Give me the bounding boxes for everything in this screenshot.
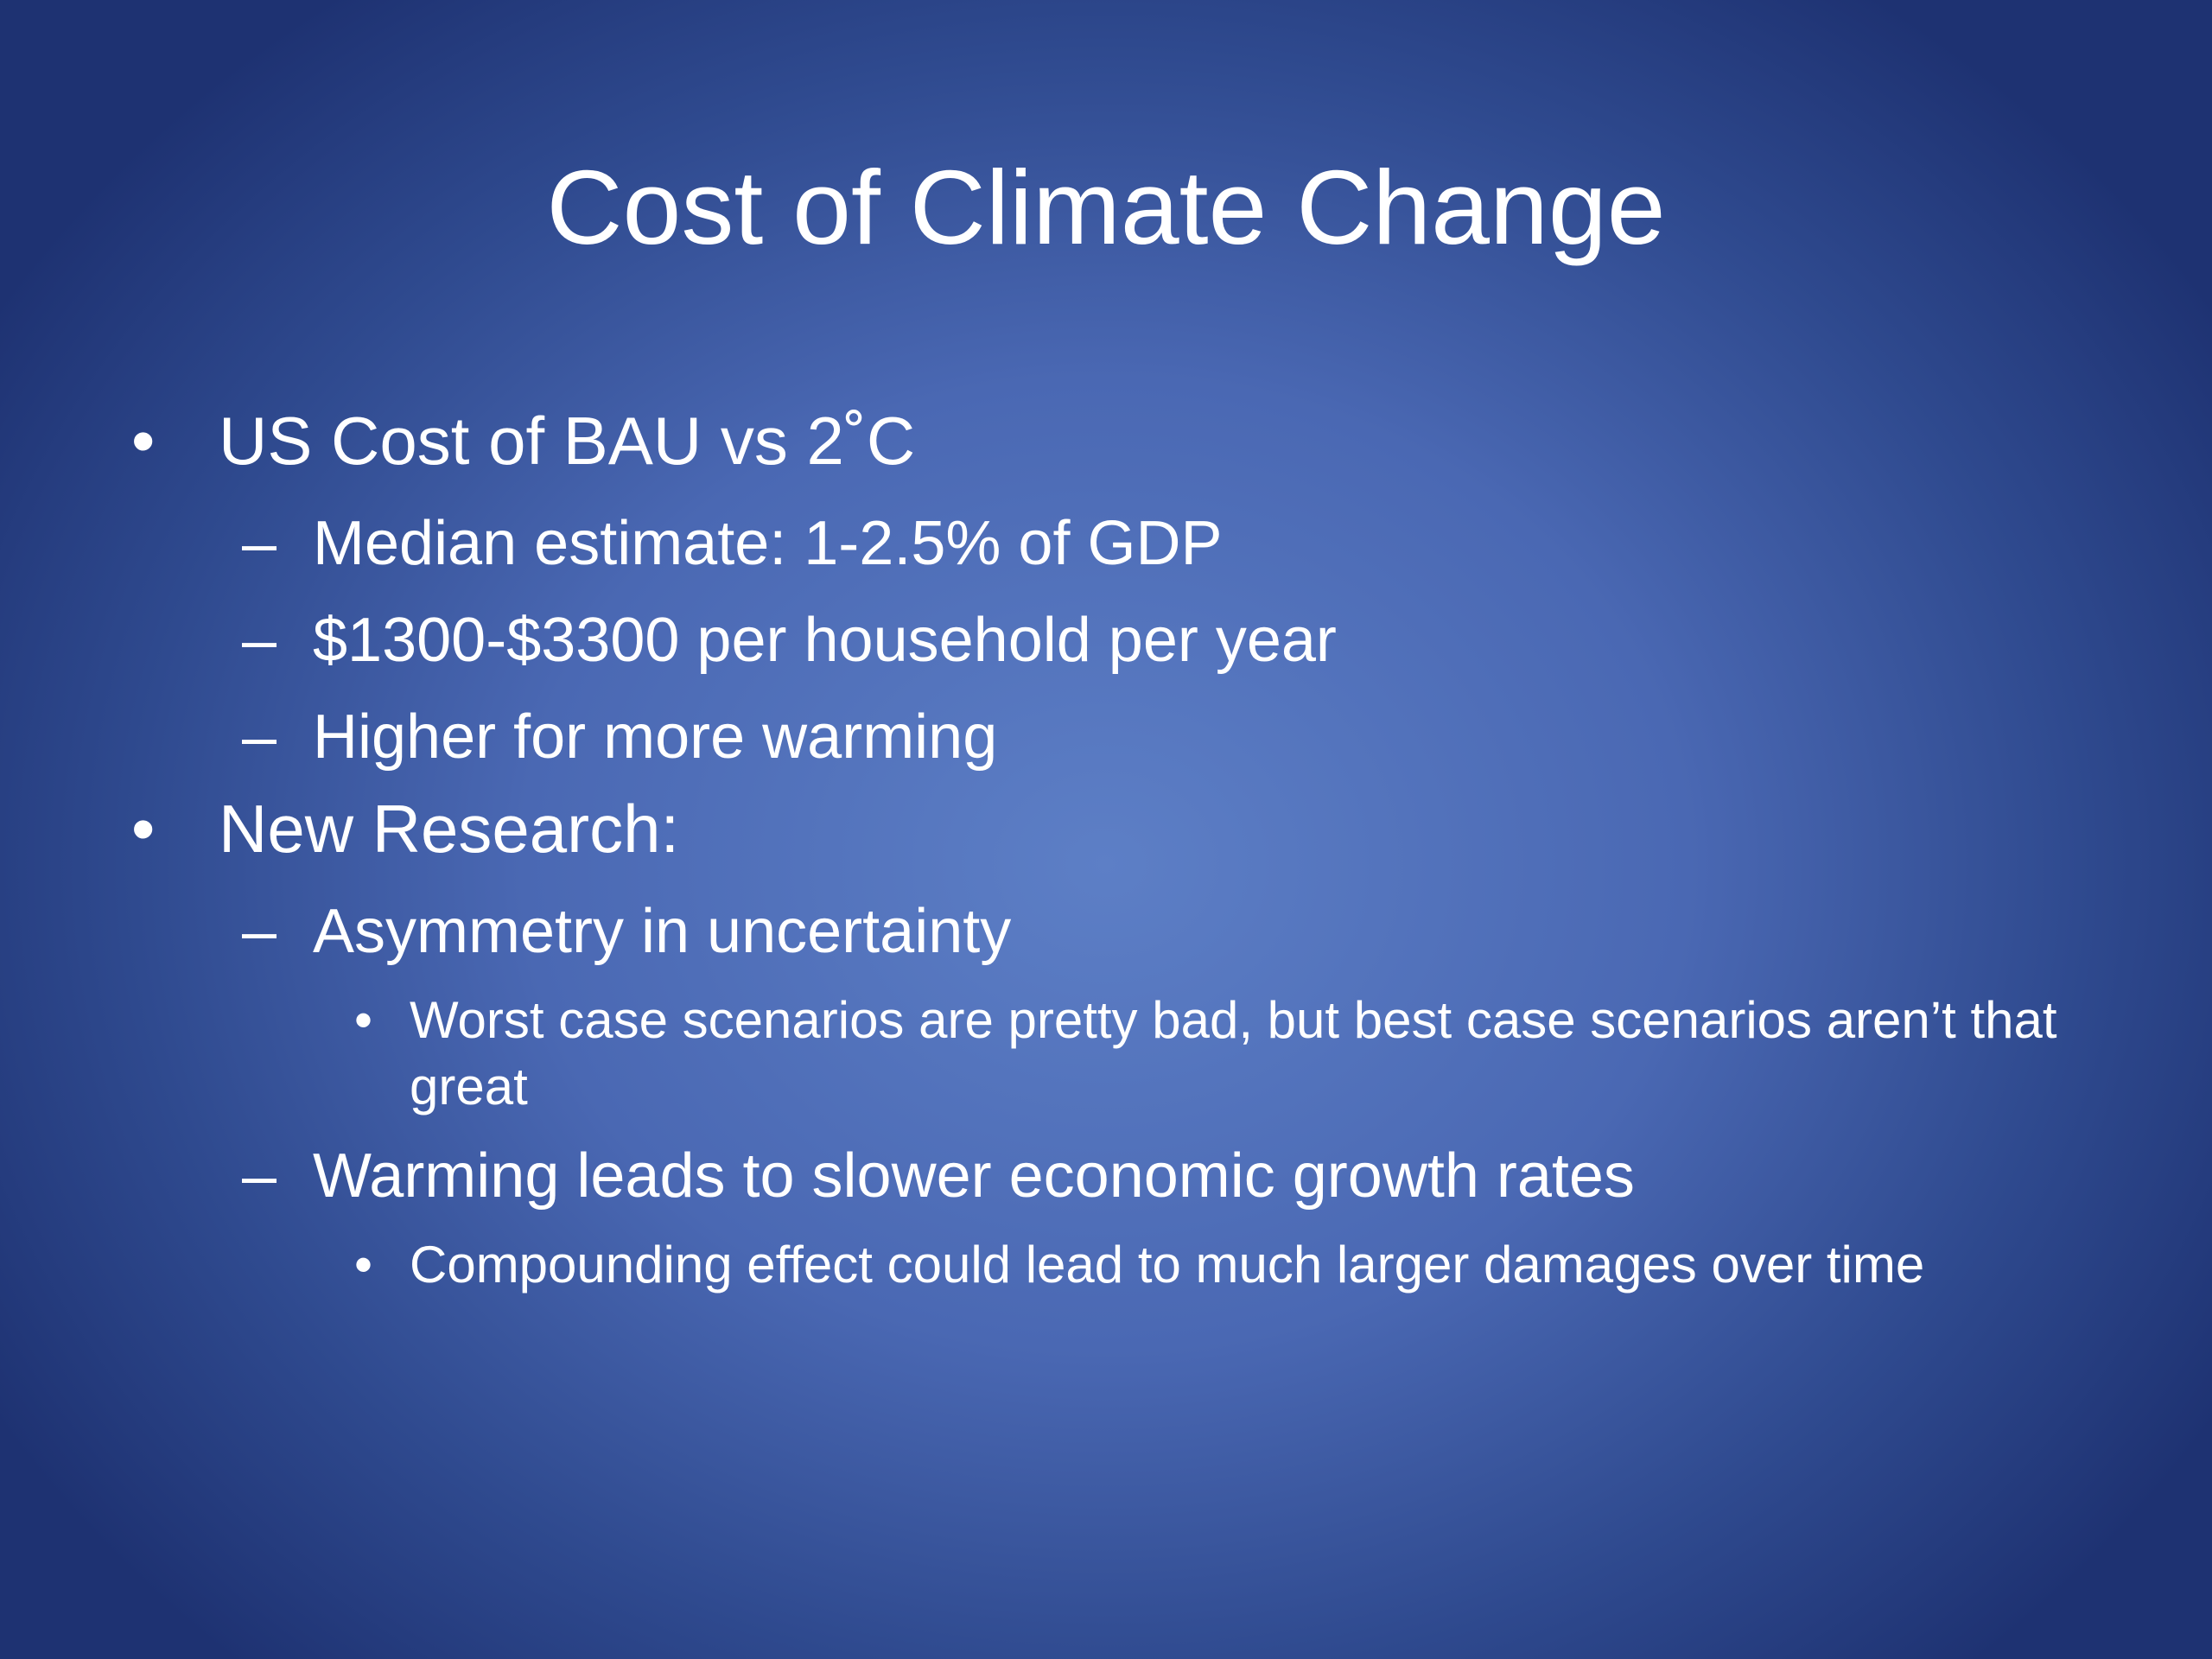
sub-list: Worst case scenarios are pretty bad, but… — [0, 987, 2108, 1120]
sub-list: Asymmetry in uncertainty Worst case scena… — [0, 883, 2108, 1298]
bullet-text: $1300-$3300 per household per year — [313, 606, 1337, 675]
bullet-text: Asymmetry in uncertainty — [313, 897, 1012, 966]
bullet-level-2: Asymmetry in uncertainty — [0, 883, 2108, 980]
bullet-level-1: US Cost of BAU vs 2˚C — [0, 397, 2108, 484]
bullet-level-3: Worst case scenarios are pretty bad, but… — [0, 987, 2108, 1120]
bullet-text: Warming leads to slower economic growth … — [313, 1141, 1635, 1211]
bullet-text: New Research: — [219, 791, 680, 867]
bullet-text: Worst case scenarios are pretty bad, but… — [410, 991, 2057, 1116]
bullet-level-2: Higher for more warming — [0, 689, 2108, 785]
sub-list: Compounding effect could lead to much la… — [0, 1231, 2108, 1298]
bullet-text: US Cost of BAU vs 2˚C — [219, 403, 916, 479]
sub-list: Median estimate: 1-2.5% of GDP $1300-$330… — [0, 495, 2108, 785]
bullet-level-3: Compounding effect could lead to much la… — [0, 1231, 2108, 1298]
bullet-level-1: New Research: — [0, 785, 2108, 872]
bullet-list: US Cost of BAU vs 2˚C Median estimate: 1-… — [0, 397, 2108, 1306]
bullet-text: Median estimate: 1-2.5% of GDP — [313, 509, 1223, 578]
bullet-text: Compounding effect could lead to much la… — [410, 1236, 1925, 1294]
bullet-text: Higher for more warming — [313, 702, 998, 772]
bullet-level-2: Warming leads to slower economic growth … — [0, 1128, 2108, 1224]
bullet-level-2: Median estimate: 1-2.5% of GDP — [0, 495, 2108, 592]
slide-title: Cost of Climate Change — [546, 149, 1666, 266]
bullet-level-2: $1300-$3300 per household per year — [0, 592, 2108, 689]
